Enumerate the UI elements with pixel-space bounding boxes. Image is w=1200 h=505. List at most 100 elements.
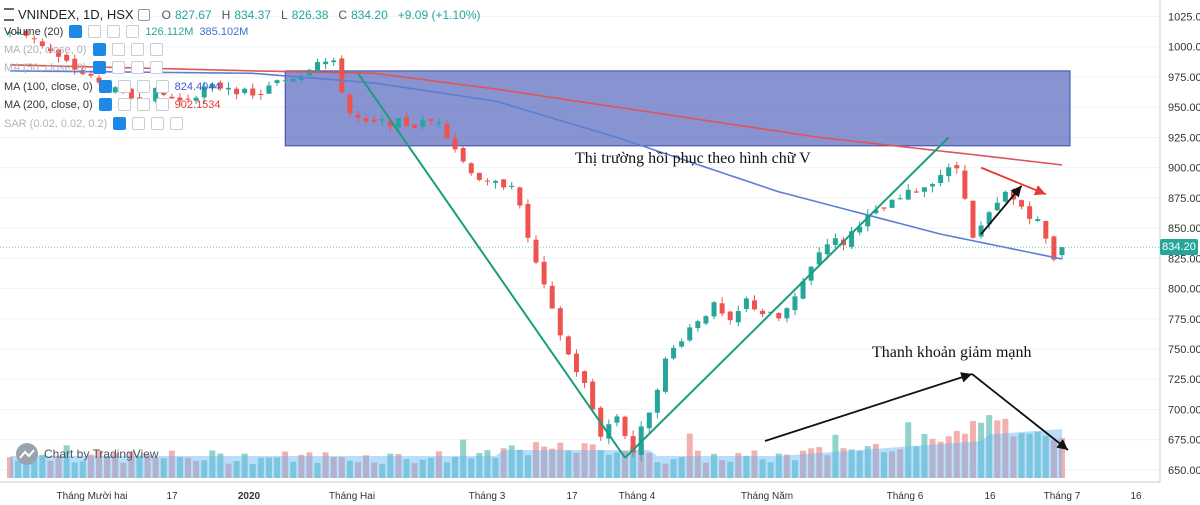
more-icon[interactable] bbox=[126, 25, 140, 38]
y-tick-label-6: 875.00 bbox=[1168, 193, 1200, 205]
candle-body-44 bbox=[363, 118, 369, 122]
volume-bar-37 bbox=[306, 452, 313, 478]
candle-body-108 bbox=[881, 207, 887, 209]
ma100-line bbox=[9, 70, 1063, 260]
candle-body-120 bbox=[978, 225, 984, 237]
indicator-value: 902.1534 bbox=[174, 98, 221, 111]
y-tick-label-10: 775.00 bbox=[1168, 314, 1200, 326]
close-icon[interactable] bbox=[136, 80, 150, 93]
more-icon[interactable] bbox=[149, 43, 163, 56]
indicator-row-5[interactable]: SAR (0.02, 0.02, 0.2) bbox=[4, 117, 184, 130]
candle-body-90 bbox=[735, 311, 741, 323]
volume-bar-111 bbox=[905, 422, 912, 478]
volume-bar-10 bbox=[87, 454, 94, 478]
volume-bar-13 bbox=[112, 453, 119, 478]
close-icon[interactable] bbox=[151, 117, 165, 130]
eye-icon[interactable] bbox=[69, 25, 83, 38]
eye-icon[interactable] bbox=[92, 43, 106, 56]
settings-icon[interactable] bbox=[117, 80, 131, 93]
candle-body-57 bbox=[468, 163, 474, 174]
candle-body-49 bbox=[404, 117, 410, 127]
indicator-label: MA (200, close, 0) bbox=[4, 98, 93, 111]
candle-body-114 bbox=[930, 184, 936, 187]
candle-body-72 bbox=[590, 381, 596, 410]
indicator-row-3[interactable]: MA (100, close, 0) 824.4044 bbox=[4, 80, 221, 93]
annotations: Thị trường hồi phục theo hình chữ V Than… bbox=[575, 150, 1032, 361]
more-icon[interactable] bbox=[149, 61, 163, 74]
ma200-line bbox=[9, 64, 1063, 166]
candle-body-3 bbox=[31, 38, 37, 40]
close-icon[interactable] bbox=[136, 98, 150, 111]
menu-icon[interactable] bbox=[4, 8, 14, 21]
volume-bar-91 bbox=[743, 455, 750, 478]
candle-body-116 bbox=[946, 167, 952, 177]
x-tick-label-2: 2020 bbox=[238, 491, 261, 502]
volume-bar-1 bbox=[15, 460, 22, 478]
eye-icon[interactable] bbox=[98, 80, 112, 93]
volume-bar-101 bbox=[824, 455, 831, 478]
volume-bar-99 bbox=[808, 448, 815, 478]
volume-bar-8 bbox=[71, 462, 78, 478]
candle-body-55 bbox=[452, 138, 458, 150]
settings-icon[interactable] bbox=[117, 98, 131, 111]
indicator-row-4[interactable]: MA (200, close, 0) 902.1534 bbox=[4, 98, 221, 111]
volume-bar-20 bbox=[168, 450, 175, 478]
candle-body-75 bbox=[614, 416, 620, 423]
candle-body-126 bbox=[1027, 206, 1033, 219]
indicator-row-0[interactable]: Volume (20) 126.112M 385.102M bbox=[4, 25, 248, 38]
close-icon[interactable] bbox=[130, 61, 144, 74]
volume-bar-61 bbox=[500, 448, 507, 478]
y-tick-label-14: 675.00 bbox=[1168, 435, 1200, 447]
indicator-row-2[interactable]: MA (50, close, 0) bbox=[4, 61, 163, 74]
settings-icon[interactable] bbox=[111, 61, 125, 74]
indicator-label: Volume (20) bbox=[4, 25, 64, 38]
indicator-label: MA (50, close, 0) bbox=[4, 61, 87, 74]
volume-bar-127 bbox=[1034, 431, 1041, 478]
settings-icon[interactable] bbox=[111, 43, 125, 56]
volume-bar-86 bbox=[702, 462, 709, 478]
eye-icon[interactable] bbox=[98, 98, 112, 111]
candle-body-47 bbox=[387, 121, 393, 127]
candle-body-79 bbox=[646, 412, 652, 429]
settings-icon[interactable] bbox=[88, 25, 102, 38]
high-label: H bbox=[221, 7, 231, 22]
eye-icon[interactable] bbox=[113, 117, 127, 130]
more-icon[interactable] bbox=[155, 98, 169, 111]
volume-bar-130 bbox=[1059, 438, 1065, 478]
volume-bar-105 bbox=[856, 450, 863, 478]
candle-body-81 bbox=[662, 358, 668, 392]
more-icon[interactable] bbox=[155, 80, 169, 93]
candle-body-31 bbox=[258, 94, 264, 96]
symbol-title[interactable]: VNINDEX, 1D, HSX bbox=[18, 7, 134, 22]
settings-icon[interactable] bbox=[137, 8, 150, 21]
change-value: +9.09 (+1.10%) bbox=[397, 7, 481, 22]
volume-bar-96 bbox=[783, 454, 790, 478]
volume-bar-88 bbox=[719, 460, 726, 478]
x-tick-label-1: 17 bbox=[166, 491, 178, 502]
candle-body-60 bbox=[493, 180, 499, 183]
close-icon[interactable] bbox=[130, 43, 144, 56]
candle-body-43 bbox=[355, 114, 361, 118]
volume-bar-54 bbox=[443, 462, 450, 478]
volume-bar-69 bbox=[565, 450, 572, 478]
more-icon[interactable] bbox=[170, 117, 184, 130]
eye-icon[interactable] bbox=[92, 61, 106, 74]
volume-bar-25 bbox=[209, 450, 216, 478]
candle-body-102 bbox=[832, 238, 838, 245]
volume-bar-58 bbox=[476, 452, 483, 478]
settings-icon[interactable] bbox=[132, 117, 146, 130]
close-icon[interactable] bbox=[107, 25, 121, 38]
indicator-row-1[interactable]: MA (20, close, 0) bbox=[4, 43, 163, 56]
volume-bar-3 bbox=[31, 458, 38, 478]
candle-body-98 bbox=[800, 281, 806, 299]
volume-bar-52 bbox=[427, 457, 434, 478]
candle-body-23 bbox=[193, 97, 199, 101]
candle-body-87 bbox=[711, 302, 717, 317]
volume-bar-128 bbox=[1042, 435, 1049, 478]
candle-body-21 bbox=[177, 97, 183, 101]
volume-bar-77 bbox=[630, 445, 637, 478]
volume-bar-93 bbox=[759, 459, 766, 478]
volume-bar-84 bbox=[686, 433, 693, 478]
arrow-volume-fall bbox=[971, 373, 1069, 451]
